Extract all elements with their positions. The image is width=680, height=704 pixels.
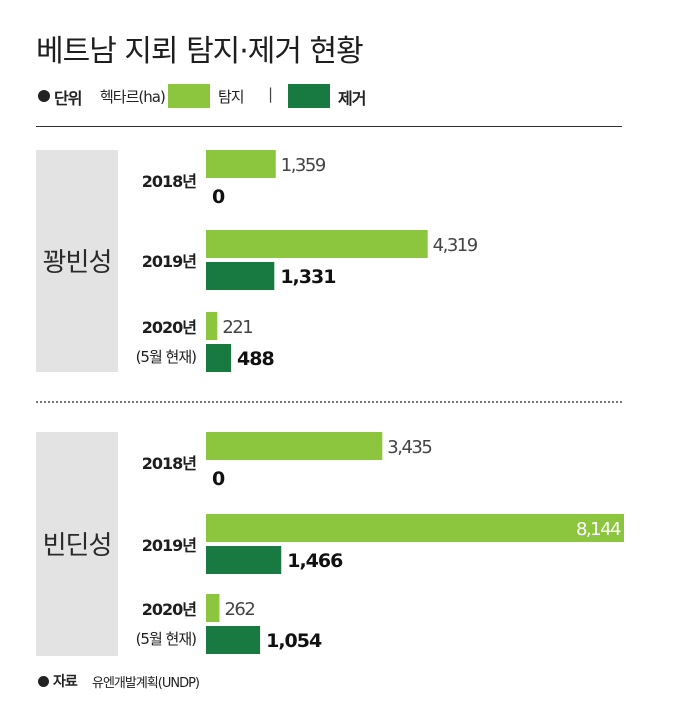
bar-label-detect: 3,435	[387, 437, 431, 458]
year-label: 2018년	[142, 454, 197, 473]
page-title: 베트남 지뢰 탐지·제거 현황	[36, 34, 364, 69]
bar-remove	[206, 344, 232, 372]
bar-detect	[206, 514, 624, 542]
legend-separator: |	[268, 85, 274, 103]
legend: 단위 헥타르(ha) 탐지 | 제거	[36, 84, 596, 108]
year-label: 2018년	[142, 172, 197, 191]
group-label-box	[36, 150, 118, 372]
bar-detect	[206, 150, 276, 178]
bullet-dot-icon	[38, 90, 50, 102]
bar-label-detect: 1,359	[281, 155, 326, 176]
year-note: (5월 현재)	[136, 630, 197, 648]
bar-detect	[206, 432, 383, 460]
year-label: 2019년	[142, 536, 197, 555]
bar-remove	[206, 626, 261, 654]
bar-label-remove: 488	[237, 348, 274, 370]
legend-swatch-remove	[288, 84, 330, 108]
bar-detect	[206, 312, 218, 340]
bar-label-remove: 1,466	[287, 550, 343, 572]
group-label: 꽝빈성	[43, 248, 112, 278]
top-rule-divider	[36, 126, 622, 127]
bar-label-detect: 8,144	[576, 519, 621, 540]
unit-text: 헥타르(ha)	[100, 88, 166, 106]
bar-label-remove: 0	[212, 186, 225, 208]
source-text: 유엔개발계획(UNDP)	[92, 676, 200, 691]
bar-remove	[206, 546, 282, 574]
bar-label-remove: 1,054	[266, 630, 322, 652]
year-label: 2020년	[142, 318, 197, 337]
group-label-box	[36, 432, 118, 656]
bar-remove	[206, 262, 275, 290]
group-divider-dotted	[36, 401, 622, 403]
source-note: 자료 유엔개발계획(UNDP)	[36, 671, 436, 691]
bar-detect	[206, 594, 220, 622]
bar-label-remove: 0	[212, 468, 225, 490]
bar-detect	[206, 230, 428, 258]
year-note: (5월 현재)	[136, 348, 197, 366]
bullet-dot-icon	[38, 676, 49, 687]
legend-swatch-detect	[168, 84, 210, 108]
legend-label-remove: 제거	[338, 89, 366, 108]
bar-label-detect: 4,319	[433, 235, 478, 256]
legend-label-detect: 탐지	[218, 88, 245, 106]
year-label: 2019년	[142, 252, 197, 271]
bar-label-detect: 221	[222, 317, 252, 338]
bar-label-detect: 262	[224, 599, 254, 620]
year-label: 2020년	[142, 600, 197, 619]
source-heading: 자료	[53, 674, 78, 690]
group-label: 빈딘성	[43, 531, 112, 561]
unit-heading: 단위	[54, 89, 82, 108]
bar-label-remove: 1,331	[280, 266, 335, 288]
